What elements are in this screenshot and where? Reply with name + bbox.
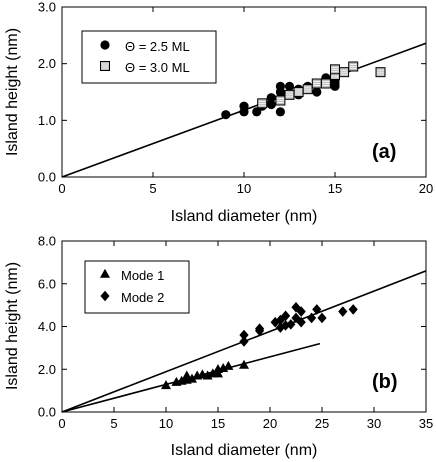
x-tick-label-7: 35 [419, 416, 433, 431]
data-points [161, 301, 358, 390]
panel-label-a: (a) [372, 141, 396, 163]
point-square-2 [284, 89, 295, 100]
legend-marker-triangle [100, 268, 110, 278]
legend-marker-diamond [100, 290, 110, 302]
legend-marker-square [100, 61, 110, 71]
x-tick-label-2: 10 [159, 416, 173, 431]
legend: Mode 1 Mode 2 [84, 260, 190, 314]
point-diamond-18 [281, 320, 291, 331]
y-tick-label-4: 8.0 [38, 234, 56, 249]
point-triangle-5 [187, 373, 197, 383]
point-diamond-12 [296, 306, 306, 317]
point-square-8 [330, 64, 340, 75]
point-diamond-3 [255, 323, 265, 334]
point-circle-9 [275, 81, 285, 91]
x-tick-label-1: 5 [149, 181, 156, 196]
x-tick-label-0: 0 [58, 416, 65, 431]
point-diamond-7 [281, 310, 291, 322]
ticks: 0 5 10 15 20 25 30 35 0.0 2.0 4.0 6.0 8.0 [38, 234, 433, 432]
y-tick-label-0: 0.0 [38, 405, 56, 420]
point-circle-3 [252, 107, 262, 117]
x-tick-label-5: 25 [315, 416, 329, 431]
x-tick-label-1: 5 [110, 416, 117, 431]
x-axis-label-b: Island diameter (nm) [171, 442, 318, 459]
point-diamond-5 [275, 322, 285, 333]
legend-box [81, 30, 217, 84]
point-square-4 [302, 84, 313, 95]
legend-label-2-5ml: Θ = 2.5 ML [125, 39, 190, 54]
point-diamond-14 [312, 304, 322, 315]
y-tick-label-1: 2.0 [38, 362, 56, 377]
legend-symbol-triangle [100, 268, 110, 278]
y-tick-label-0: 0.0 [38, 170, 56, 185]
panel-label-b: (b) [372, 371, 398, 393]
point-diamond-1 [239, 336, 249, 347]
legend-label-mode-2: Mode 2 [121, 290, 164, 305]
legend-marker-circle [100, 40, 110, 50]
point-triangle-14 [239, 359, 249, 369]
point-diamond-16 [338, 306, 348, 317]
legend-symbol-circle [100, 40, 110, 50]
y-axis-label-b: Island height (nm) [4, 262, 21, 390]
x-tick-label-3: 15 [328, 181, 342, 196]
y-tick-label-2: 2.0 [38, 56, 56, 71]
x-tick-label-6: 30 [367, 416, 381, 431]
point-diamond-15 [317, 312, 327, 324]
legend-box [84, 260, 190, 314]
point-circle-2 [239, 101, 249, 111]
point-square-6 [320, 78, 331, 89]
point-diamond-6 [275, 314, 285, 326]
y-tick-label-3: 3.0 [38, 0, 56, 15]
point-square-9 [339, 67, 350, 78]
x-tick-label-0: 0 [58, 181, 65, 196]
y-axis-label-a: Island height (nm) [4, 28, 21, 156]
data-points [221, 61, 386, 120]
legend-symbol-square [100, 61, 110, 71]
point-circle-11 [284, 81, 295, 91]
point-diamond-8 [286, 319, 296, 330]
point-square-10 [348, 61, 359, 72]
point-diamond-13 [307, 312, 317, 324]
point-diamond-11 [296, 316, 306, 328]
x-tick-label-4: 20 [263, 416, 277, 431]
ticks: 0 5 10 15 20 0.0 1.0 2.0 3.0 [38, 0, 433, 196]
point-square-11 [375, 67, 386, 78]
point-diamond-0 [239, 329, 249, 341]
point-square-3 [293, 87, 304, 97]
x-tick-label-4: 20 [419, 181, 433, 196]
point-circle-5 [266, 99, 276, 110]
point-circle-0 [221, 110, 231, 120]
point-triangle-13 [223, 360, 234, 370]
x-tick-label-3: 15 [211, 416, 225, 431]
point-triangle-4 [181, 370, 192, 380]
point-circle-15 [312, 87, 322, 97]
legend-symbol-diamond [100, 290, 110, 302]
point-circle-6 [266, 93, 276, 103]
y-tick-label-1: 1.0 [38, 113, 56, 128]
panel-a: 0 5 10 15 20 0.0 1.0 2.0 3.0 Θ = 2.5 ML Θ = 3.0 … [4, 0, 433, 225]
point-triangle-0 [161, 380, 171, 390]
point-diamond-4 [270, 316, 280, 328]
point-square-0 [257, 98, 268, 109]
y-tick-label-2: 4.0 [38, 319, 56, 334]
panel-b: 0 5 10 15 20 25 30 35 0.0 2.0 4.0 6.0 8.0 Mode 1 Mod… [4, 234, 433, 460]
legend-label-3-0ml: Θ = 3.0 ML [125, 60, 190, 75]
x-tick-label-2: 10 [237, 181, 251, 196]
point-diamond-17 [348, 304, 358, 315]
legend: Θ = 2.5 ML Θ = 3.0 ML [81, 30, 217, 84]
legend-label-mode-1: Mode 1 [121, 268, 164, 283]
y-tick-label-3: 6.0 [38, 276, 56, 291]
point-square-5 [311, 78, 322, 89]
point-square-1 [275, 95, 286, 106]
x-axis-label-a: Island diameter (nm) [171, 208, 318, 225]
point-circle-7 [275, 107, 285, 117]
